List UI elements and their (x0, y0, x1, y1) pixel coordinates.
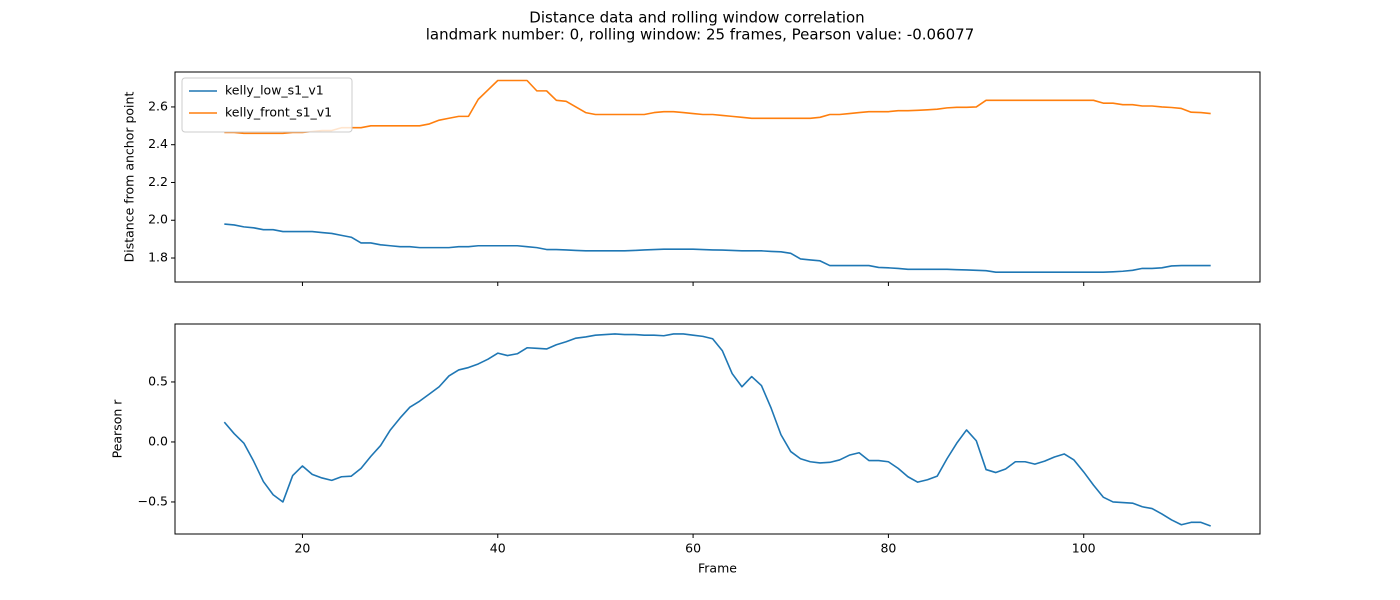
y-axis-label: Pearson r (110, 399, 125, 459)
series-line (223, 333, 1211, 527)
x-tick-label: 80 (880, 541, 896, 556)
y-tick-label: 0.0 (148, 433, 168, 448)
axes-frame (174, 323, 1261, 535)
x-tick-label: 40 (490, 541, 506, 556)
y-tick-label: 2.4 (148, 136, 168, 151)
y-tick-label: 1.8 (148, 250, 168, 265)
y-tick-label: −0.5 (138, 493, 168, 508)
series-line (224, 223, 1211, 273)
series-line (224, 79, 1211, 135)
legend-box (181, 77, 353, 133)
y-tick-label: 0.5 (148, 373, 168, 388)
x-tick-label: 20 (294, 541, 310, 556)
y-tick-label: 2.6 (148, 98, 168, 113)
legend-label: kelly_low_s1_v1 (225, 83, 324, 98)
x-axis-label: Frame (698, 561, 737, 576)
legend-label: kelly_front_s1_v1 (225, 105, 332, 120)
y-tick-label: 2.0 (148, 212, 168, 227)
x-tick-label: 60 (685, 541, 701, 556)
y-axis-label: Distance from anchor point (122, 92, 137, 263)
axes-frame (174, 71, 1261, 283)
y-tick-label: 2.2 (148, 174, 168, 189)
figure-subtitle: landmark number: 0, rolling window: 25 f… (426, 26, 975, 44)
figure-title: Distance data and rolling window correla… (529, 9, 864, 27)
x-tick-label: 100 (1072, 541, 1096, 556)
